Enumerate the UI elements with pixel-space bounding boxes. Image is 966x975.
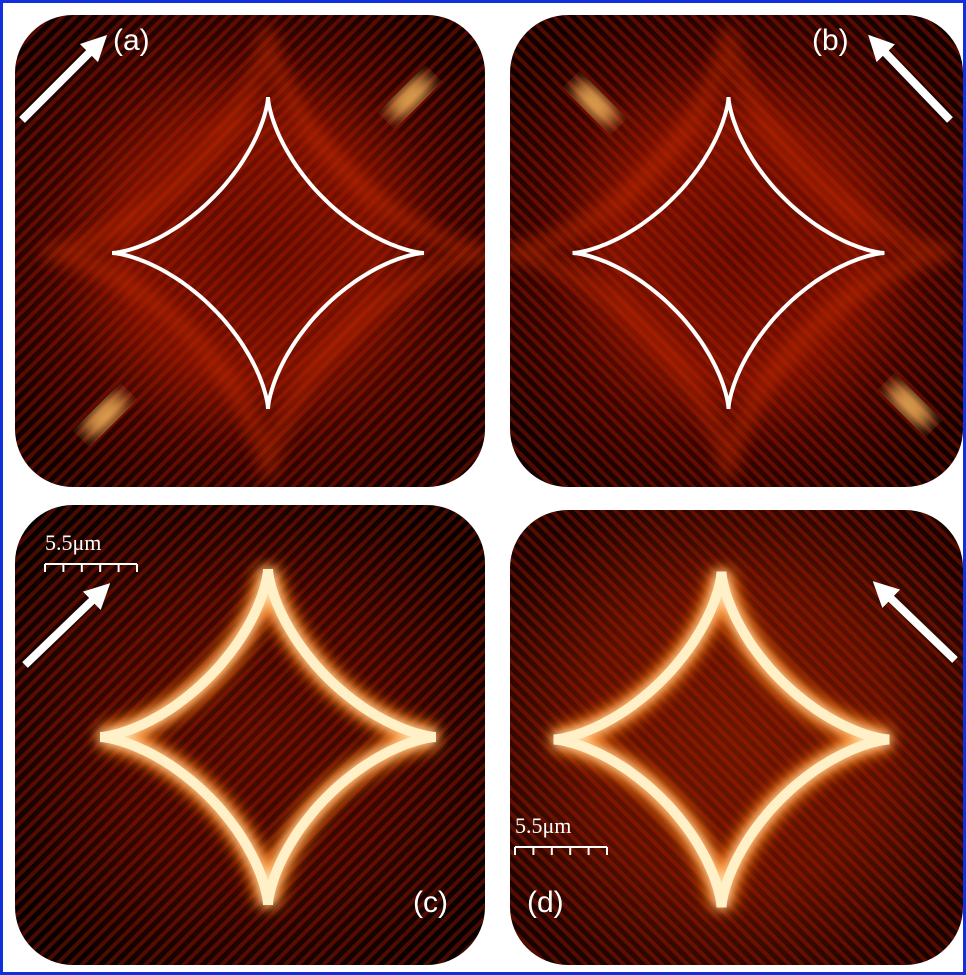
panel: (c) 5.5μm bbox=[15, 505, 485, 965]
panel: (a) bbox=[15, 15, 493, 487]
panel-label: (b) bbox=[812, 24, 849, 57]
panel-image bbox=[504, 15, 964, 487]
panel-label: (a) bbox=[113, 24, 150, 57]
panel: (d) 5.5μm bbox=[510, 510, 963, 965]
figure: (a) (b) (c) 5.5μm (d) 5.5μm bbox=[0, 0, 966, 975]
panel-label: (d) bbox=[527, 886, 564, 919]
scale-bar-label: 5.5μm bbox=[45, 530, 101, 555]
panel: (b) bbox=[504, 15, 964, 487]
scale-bar-label: 5.5μm bbox=[515, 813, 571, 838]
panel-image bbox=[15, 15, 493, 487]
panel-image bbox=[510, 510, 963, 965]
page: (a)(b)(c)5.5μm(d)5.5μm (() => { const da… bbox=[0, 0, 966, 975]
panel-label: (c) bbox=[413, 886, 448, 919]
